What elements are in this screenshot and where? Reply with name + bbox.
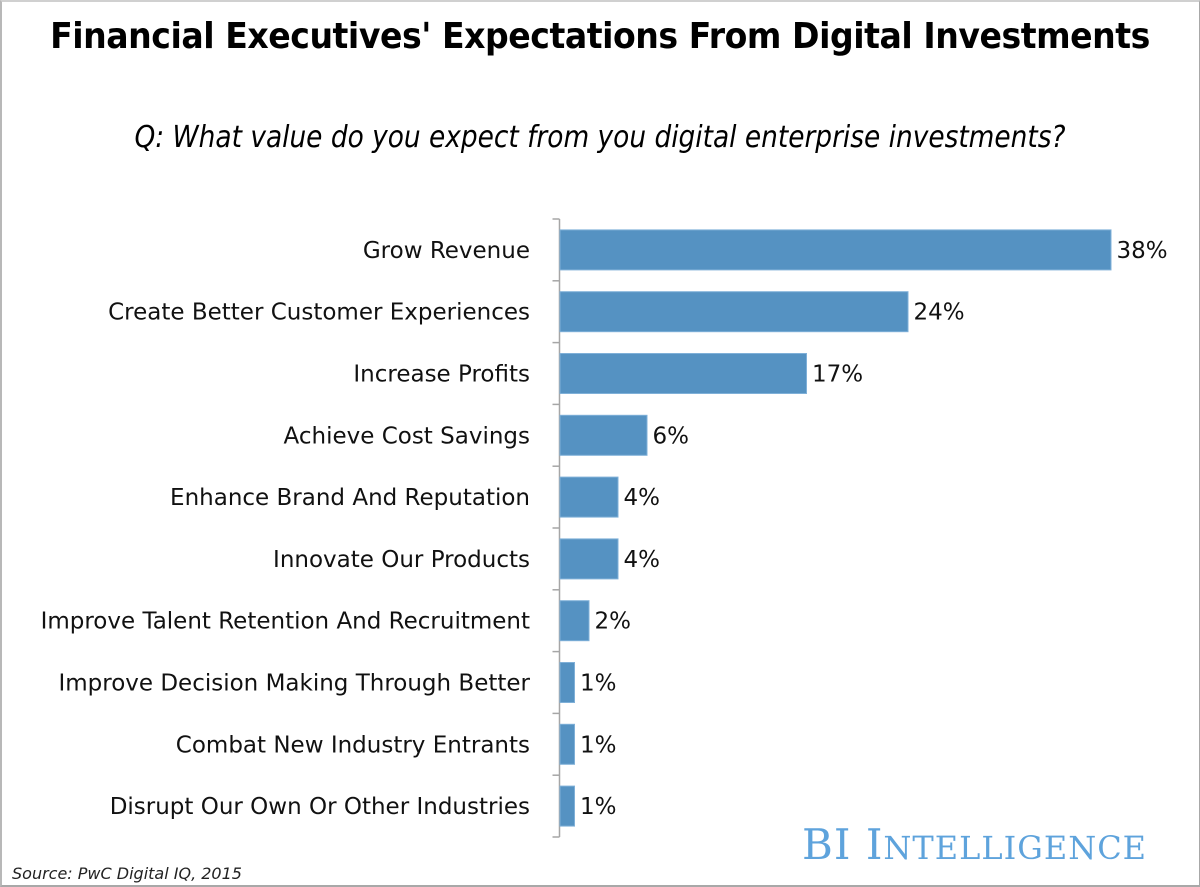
bars (559, 229, 1112, 827)
category-label: Increase Profits (353, 362, 530, 388)
value-label: 6% (653, 423, 690, 449)
logo-i: I (865, 820, 884, 869)
value-label: 38% (1117, 238, 1168, 264)
value-label: 24% (914, 300, 965, 326)
value-label: 1% (580, 794, 617, 820)
bar (559, 723, 575, 765)
category-label: Innovate Our Products (273, 547, 530, 573)
category-label: Improve Decision Making Through Better (58, 671, 530, 697)
category-label: Enhance Brand And Reputation (170, 485, 530, 511)
bar (559, 414, 648, 456)
value-label: 1% (580, 732, 617, 758)
category-label: Achieve Cost Savings (284, 423, 530, 449)
bar (559, 600, 590, 642)
category-labels: Grow Revenue Create Better Customer Exper… (41, 238, 531, 820)
category-label: Create Better Customer Experiences (108, 300, 530, 326)
bar (559, 291, 909, 333)
category-label: Combat New Industry Entrants (176, 732, 530, 758)
value-label: 2% (595, 609, 632, 635)
bar (559, 476, 619, 518)
source-note: Source: PwC Digital IQ, 2015 (12, 864, 242, 883)
bar (559, 662, 575, 703)
bi-intelligence-logo: BI INTELLIGENCE (802, 822, 1147, 871)
category-axis (552, 218, 561, 838)
value-labels: 38% 24% 17% 6% 4% 4% 2% 1% 1% 1% (580, 238, 1168, 820)
value-label: 4% (624, 485, 661, 511)
value-label: 1% (580, 671, 617, 697)
value-label: 17% (812, 362, 863, 388)
chart-subtitle: Q: What value do you expect from you dig… (134, 120, 1066, 155)
value-label: 4% (624, 547, 661, 573)
category-label: Grow Revenue (363, 238, 530, 264)
bar (559, 538, 619, 580)
logo-ntelligence: NTELLIGENCE (883, 829, 1148, 867)
bar (559, 353, 807, 394)
category-label: Improve Talent Retention And Recruitment (41, 609, 530, 635)
bar (559, 785, 575, 827)
bar (559, 229, 1112, 271)
logo-bi: BI (802, 820, 852, 869)
category-label: Disrupt Our Own Or Other Industries (110, 794, 530, 820)
chart-title: Financial Executives' Expectations From … (50, 16, 1150, 57)
